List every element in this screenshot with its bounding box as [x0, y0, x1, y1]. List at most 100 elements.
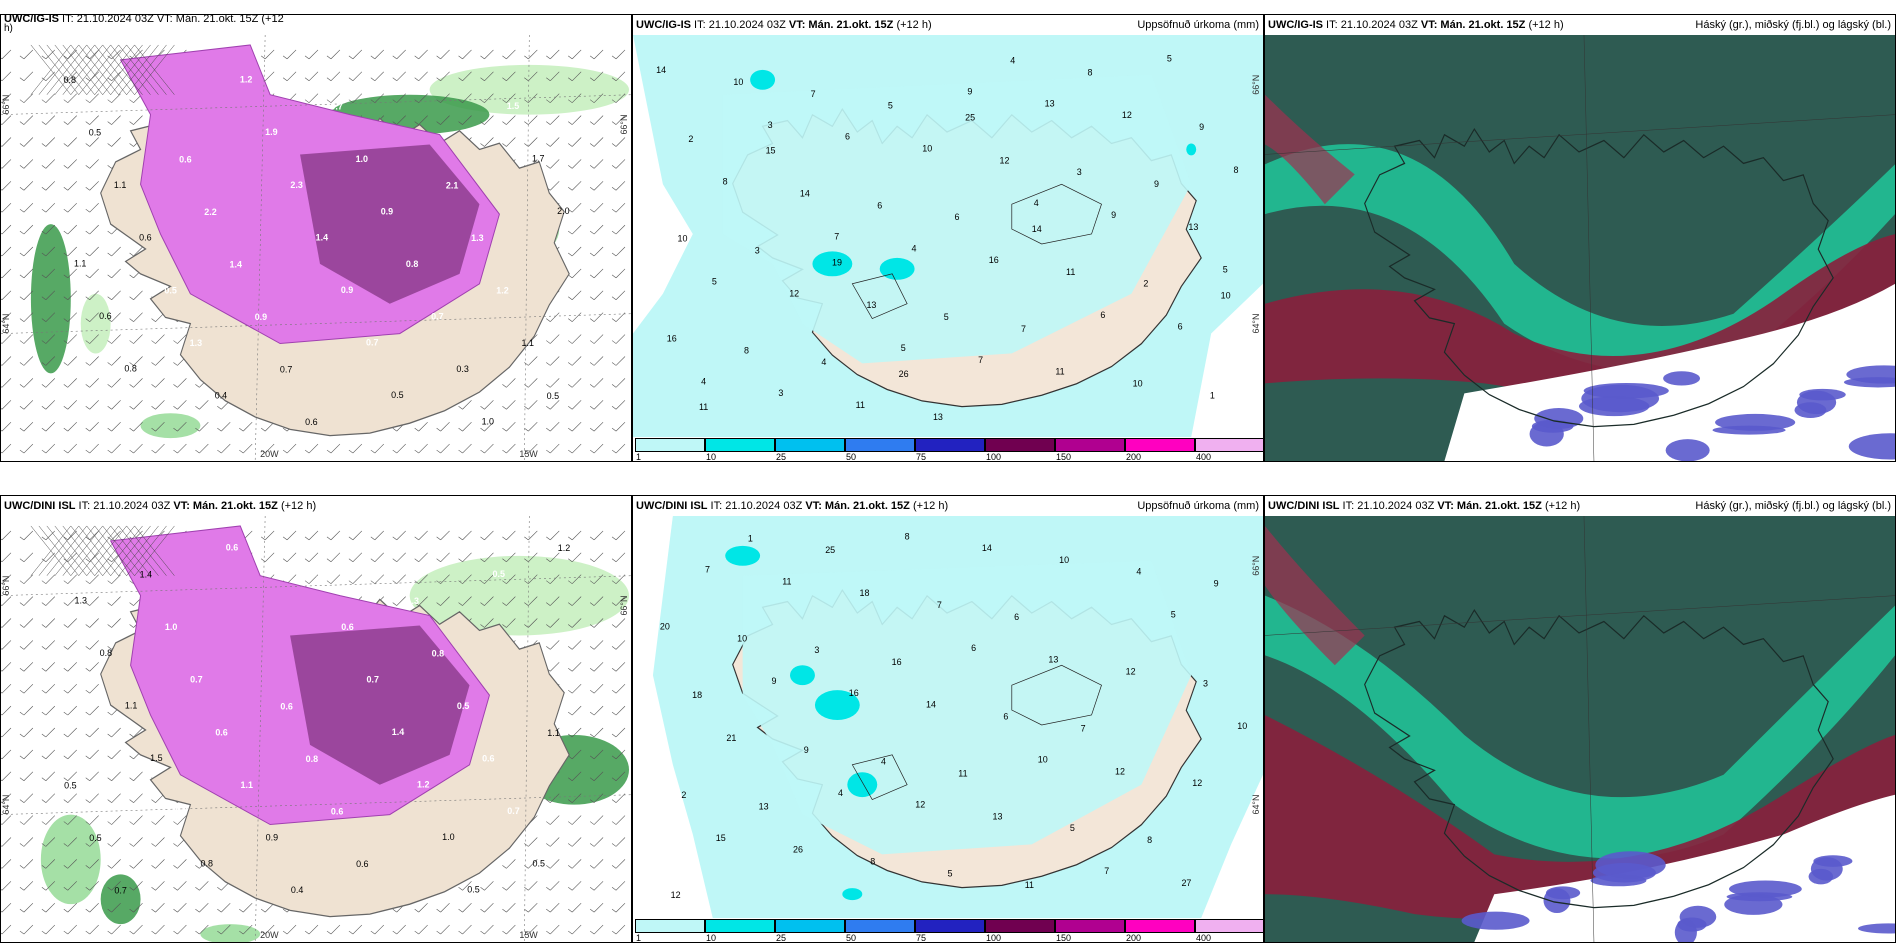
wind-barb: [1, 137, 12, 147]
precip-value-label: 0.3: [456, 364, 468, 374]
precip-value-label: 18: [692, 690, 702, 700]
wind-barb: [528, 71, 538, 81]
precip-value-label: 7: [937, 600, 942, 610]
wind-barb: [85, 121, 90, 125]
colorbar-swatch: [775, 438, 845, 452]
wind-barb: [568, 930, 573, 935]
wind-barb: [568, 55, 573, 60]
wind-barb: [111, 596, 121, 606]
wind-barb: [111, 49, 121, 60]
colorbar-tick-label: 10: [706, 452, 717, 462]
wind-barb: [129, 799, 134, 803]
lat-label-64: 64°N: [1, 314, 11, 334]
wind-barb: [484, 421, 494, 432]
wind-barb: [480, 536, 485, 541]
wind-barb: [1, 552, 12, 562]
wind-barb: [129, 580, 134, 584]
colorbar-swatch: [1055, 919, 1125, 933]
precip-value-label: 8: [1233, 165, 1238, 175]
precip-value-label: 0.6: [215, 727, 227, 737]
wind-barb: [330, 924, 341, 935]
wind-barb: [45, 400, 56, 410]
wind-barb: [107, 99, 112, 103]
precip-value-label: 1.5: [150, 753, 162, 763]
wind-barb: [593, 618, 604, 628]
wind-barb: [1, 801, 3, 803]
wind-barb: [615, 793, 626, 803]
wind-barb: [41, 187, 47, 191]
wind-barb: [23, 727, 34, 738]
wind-barb: [593, 290, 604, 300]
wind-barb: [502, 580, 507, 584]
wind-barb: [41, 274, 47, 279]
wind-barb: [19, 55, 25, 60]
precip-value-label: 1: [748, 533, 753, 543]
wind-barb: [1, 408, 3, 410]
wind-barb: [611, 646, 617, 650]
precip-value-label: 10: [1221, 291, 1231, 301]
wind-barb: [593, 683, 604, 694]
mid-cloud-patch: [1794, 402, 1827, 419]
precip-value-label: 2: [681, 790, 686, 800]
wind-barb: [458, 887, 463, 891]
wind-barb: [484, 137, 494, 147]
precip-value-label: 0.5: [547, 391, 559, 401]
wind-barb: [506, 618, 516, 628]
wind-barb: [23, 290, 34, 300]
wind-barb: [41, 733, 47, 738]
wind-barb: [89, 312, 99, 322]
wind-barb: [414, 427, 419, 432]
wind-barb: [63, 624, 68, 628]
wind-barb: [568, 646, 573, 650]
wind-barb: [133, 246, 143, 257]
wind-barb: [611, 777, 617, 781]
wind-barb: [45, 902, 56, 913]
wind-barb: [611, 406, 617, 410]
precip-value-label: 0.9: [266, 832, 278, 842]
precip-value-label: 4: [1010, 55, 1015, 65]
wind-barb: [550, 312, 560, 322]
wind-barb: [611, 558, 617, 563]
wind-barb: [129, 777, 134, 781]
wind-barb: [568, 165, 573, 169]
precip-value-label: 6: [971, 643, 976, 653]
hatch-line: [62, 525, 103, 576]
wind-barb: [593, 312, 604, 322]
lat-label-66: 66°N: [1251, 75, 1261, 95]
precip-value-label: 10: [737, 633, 747, 643]
wind-barb: [568, 362, 573, 366]
wind-barb: [546, 908, 551, 913]
precip-value-label: 0.4: [215, 390, 227, 400]
precip-value-label: 6: [845, 132, 850, 142]
wind-barb: [243, 924, 253, 935]
wind-barb: [1, 793, 12, 803]
model-name: UWC/IG-IS: [636, 19, 691, 31]
precip-value-label: 0.5: [457, 701, 469, 711]
wind-barb: [611, 99, 617, 103]
wind-barb: [67, 400, 77, 410]
wind-barb: [462, 71, 472, 81]
wind-barb: [546, 384, 551, 388]
wind-barb: [1, 779, 3, 781]
wind-barb: [352, 552, 363, 562]
wind-barb: [89, 815, 99, 825]
colorbar-tick-label: 50: [846, 452, 857, 462]
wind-barb: [550, 159, 560, 169]
wind-barb: [129, 602, 134, 606]
hatch-line: [102, 525, 143, 576]
wind-barb: [107, 865, 112, 869]
wind-barb: [304, 55, 310, 60]
precip-value-label: 26: [793, 845, 803, 855]
wind-barb: [1, 662, 12, 672]
wind-barb: [23, 334, 34, 344]
colorbar-swatch: [985, 919, 1055, 933]
wind-barb: [129, 384, 134, 388]
wind-barb: [374, 443, 384, 454]
wind-barb: [352, 574, 363, 584]
colorbar-tick-label: 25: [776, 933, 787, 943]
wind-barb: [41, 449, 47, 454]
wind-barb: [589, 668, 595, 672]
wind-barb: [568, 427, 573, 432]
wind-barb: [67, 902, 77, 913]
hatch-line: [126, 44, 167, 95]
